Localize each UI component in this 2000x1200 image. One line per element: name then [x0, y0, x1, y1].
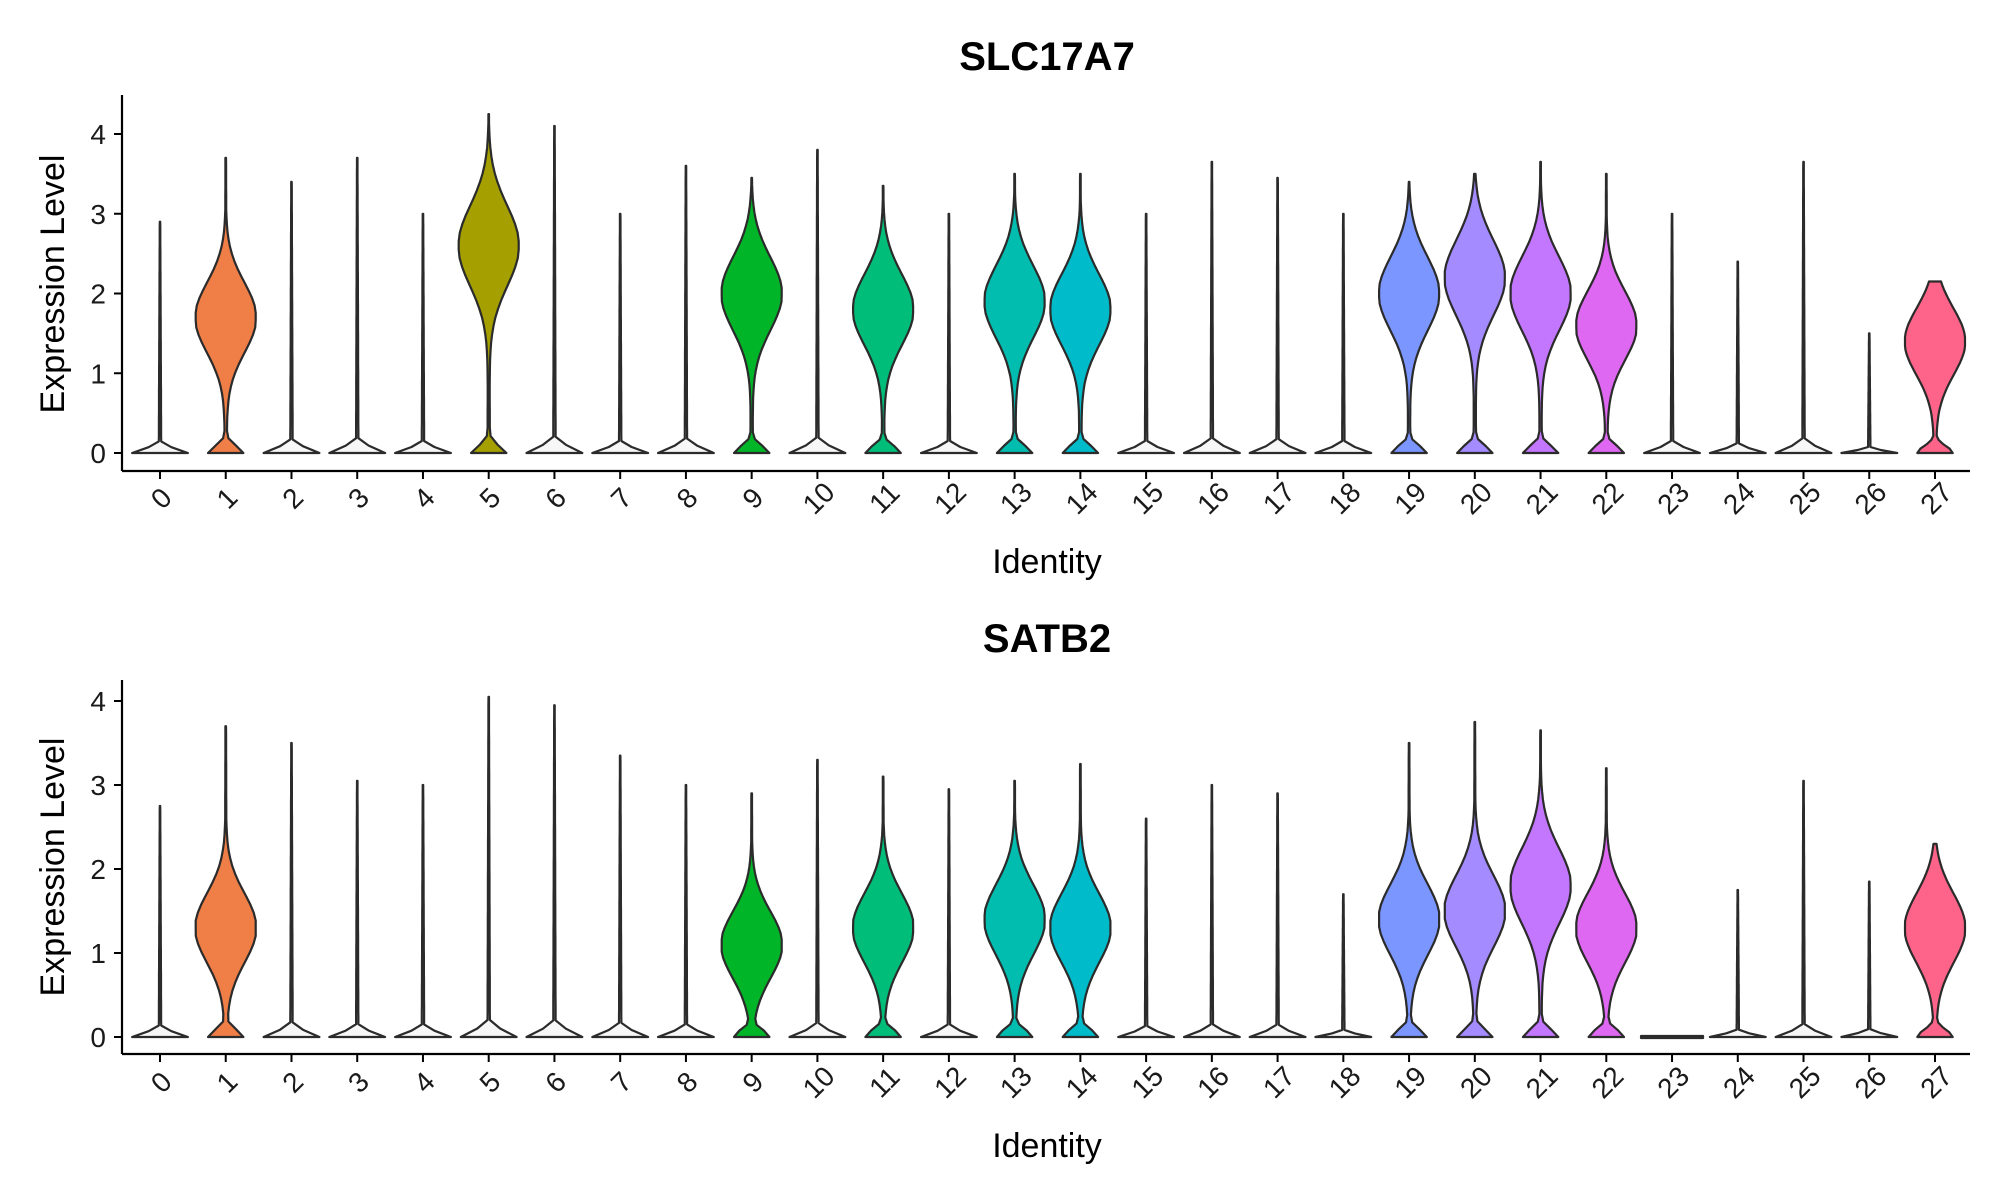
violin-cluster-8	[656, 783, 715, 1039]
panel-title: SLC17A7	[959, 35, 1135, 79]
y-tick-label: 0	[90, 438, 106, 469]
violin-cluster-4	[394, 783, 452, 1039]
violin-cluster-16	[1182, 783, 1241, 1039]
violin-cluster-21	[1509, 729, 1572, 1039]
violin-cluster-18	[1314, 893, 1373, 1039]
y-tick-label: 4	[90, 686, 106, 717]
violin-cluster-14	[1049, 172, 1112, 455]
violin-cluster-0	[131, 220, 189, 455]
y-tick-label: 3	[90, 199, 106, 230]
violin-cluster-0	[131, 804, 189, 1039]
violin-cluster-6	[525, 124, 584, 455]
violin-cluster-11	[852, 184, 915, 455]
violin-cluster-8	[656, 164, 715, 455]
violin-cluster-11	[852, 775, 915, 1039]
violin-cluster-19	[1378, 180, 1441, 455]
violin-cluster-18	[1314, 212, 1373, 455]
x-axis-title: Identity	[992, 1127, 1102, 1165]
violin-cluster-23	[1643, 212, 1701, 455]
y-tick-label: 2	[90, 279, 106, 310]
violin-cluster-26	[1840, 880, 1899, 1039]
violin-cluster-15	[1117, 817, 1176, 1039]
violin-cluster-2	[262, 180, 321, 455]
violin-cluster-4	[394, 212, 452, 455]
violin-layer	[131, 695, 1967, 1040]
violin-cluster-1	[194, 156, 257, 455]
panel-title: SATB2	[983, 617, 1111, 661]
violin-cluster-17	[1248, 792, 1307, 1039]
y-tick-label: 4	[90, 119, 106, 150]
violin-cluster-16	[1182, 160, 1241, 455]
violin-cluster-6	[525, 704, 584, 1039]
violin-cluster-7	[591, 754, 650, 1039]
violin-cluster-10	[788, 148, 847, 455]
violin-cluster-24	[1708, 888, 1767, 1039]
y-axis-title: Expression Level	[34, 738, 72, 997]
violin-cluster-27	[1903, 280, 1967, 455]
y-tick-label: 0	[90, 1022, 106, 1053]
violin-cluster-9	[720, 792, 783, 1039]
violin-cluster-13	[983, 172, 1046, 455]
violin-cluster-2	[262, 741, 321, 1039]
violin-cluster-27	[1903, 842, 1967, 1039]
violin-cluster-12	[919, 212, 978, 455]
violin-cluster-20	[1443, 172, 1506, 455]
violin-cluster-21	[1509, 160, 1572, 455]
violin-cluster-13	[983, 779, 1046, 1039]
violin-cluster-26	[1840, 332, 1899, 455]
x-axis-title: Identity	[992, 543, 1102, 581]
violin-cluster-22	[1575, 767, 1638, 1039]
violin-cluster-23	[1639, 1034, 1705, 1040]
violin-cluster-15	[1117, 212, 1176, 455]
violin-cluster-19	[1378, 741, 1441, 1039]
violin-cluster-7	[591, 212, 650, 455]
violin-cluster-25	[1774, 779, 1833, 1039]
violin-cluster-24	[1708, 260, 1767, 455]
violin-cluster-22	[1575, 172, 1638, 455]
y-tick-label: 3	[90, 770, 106, 801]
y-tick-label: 1	[90, 938, 106, 969]
violin-cluster-20	[1443, 720, 1506, 1039]
violin-cluster-1	[194, 725, 257, 1039]
violin-cluster-3	[328, 156, 387, 455]
violin-cluster-3	[328, 779, 387, 1039]
y-tick-label: 1	[90, 358, 106, 389]
violin-layer	[131, 113, 1967, 455]
y-tick-label: 2	[90, 854, 106, 885]
violin-cluster-5	[459, 695, 518, 1039]
violin-cluster-25	[1774, 160, 1833, 455]
violin-cluster-10	[788, 758, 847, 1039]
violin-cluster-9	[720, 176, 783, 455]
y-axis-title: Expression Level	[34, 155, 72, 414]
violin-cluster-17	[1248, 176, 1307, 455]
violin-cluster-5	[457, 113, 520, 455]
violin-cluster-12	[919, 788, 978, 1039]
violin-cluster-14	[1049, 762, 1112, 1039]
